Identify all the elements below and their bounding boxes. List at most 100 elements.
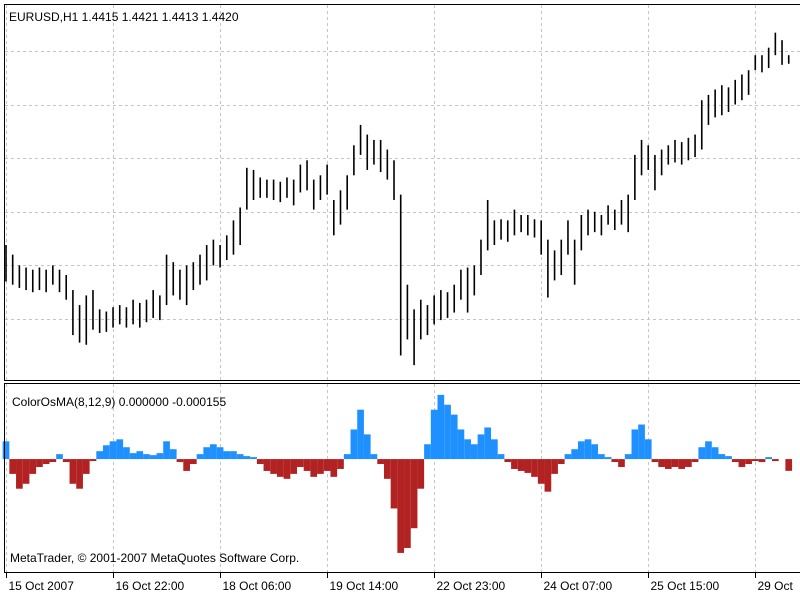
histogram-bar	[624, 454, 632, 460]
histogram-bar	[517, 459, 525, 471]
histogram-bar	[357, 409, 364, 460]
histogram-bar	[76, 459, 83, 489]
price-panel-frame	[4, 4, 800, 381]
histogram-bar	[123, 447, 130, 460]
histogram-bar	[464, 439, 471, 460]
histogram-bar	[256, 459, 264, 465]
histogram-bar	[109, 441, 117, 460]
histogram-bar	[551, 459, 558, 474]
histogram-bar	[103, 445, 110, 460]
histogram-bar	[236, 454, 244, 460]
histogram-bar	[705, 441, 712, 460]
histogram-bar	[343, 454, 351, 460]
histogram-bar	[651, 459, 659, 463]
histogram-bar	[2, 441, 10, 460]
histogram-bar	[223, 451, 231, 460]
x-tick-label: 24 Oct 07:00	[544, 579, 613, 593]
histogram-bar	[410, 459, 418, 529]
histogram-bar	[437, 394, 445, 460]
histogram-bar	[457, 429, 465, 460]
histogram-bar	[591, 444, 599, 460]
histogram-bar	[685, 459, 692, 467]
histogram-bar	[604, 457, 612, 460]
histogram-bar	[531, 459, 538, 477]
histogram-bar	[785, 459, 793, 471]
histogram-bar	[671, 459, 679, 467]
histogram-bar	[69, 459, 77, 484]
histogram-bar	[751, 459, 759, 462]
histogram-bar	[276, 459, 284, 477]
x-tick-label: 19 Oct 14:00	[330, 579, 399, 593]
x-tick-label: 15 Oct 2007	[9, 579, 75, 593]
histogram-bar	[96, 451, 104, 460]
histogram-bar	[644, 439, 652, 460]
histogram-bar	[317, 459, 324, 474]
histogram-bar	[524, 459, 532, 473]
histogram-bar	[631, 429, 639, 460]
histogram-bar	[243, 456, 251, 460]
histogram-bar	[16, 459, 23, 489]
histogram-bar	[497, 454, 505, 460]
histogram-bar	[176, 459, 184, 463]
histogram-bar	[678, 459, 686, 469]
histogram-bar	[230, 451, 237, 460]
histogram-bar	[290, 459, 298, 474]
histogram-bar	[62, 459, 70, 463]
histogram-bar	[210, 444, 217, 460]
histogram-bar	[424, 444, 431, 460]
histogram-bar	[323, 459, 331, 471]
histogram-bar	[129, 453, 137, 460]
histogram-bar	[136, 451, 144, 460]
histogram-bar	[772, 459, 779, 462]
histogram-bar	[638, 424, 645, 460]
histogram-bar	[738, 459, 746, 467]
histogram-bar	[658, 459, 665, 467]
histogram-bar	[557, 459, 565, 465]
x-tick-label: 22 Oct 23:00	[437, 579, 506, 593]
histogram-bar	[82, 459, 90, 474]
histogram-bar	[337, 459, 344, 469]
indicator-title: ColorOsMA(8,12,9) 0.000000 -0.000155	[12, 395, 226, 409]
histogram-bar	[263, 459, 271, 471]
histogram-bar	[691, 459, 699, 463]
histogram-bar	[537, 459, 545, 484]
histogram-bar	[350, 429, 358, 460]
histogram-bar	[143, 454, 150, 460]
histogram-bar	[397, 459, 405, 553]
histogram-bar	[731, 459, 739, 463]
histogram-bar	[758, 459, 766, 463]
histogram-bar	[430, 409, 438, 460]
histogram-bar	[169, 449, 177, 460]
plot-layer	[2, 5, 800, 578]
histogram-bar	[611, 459, 619, 463]
histogram-bar	[571, 449, 578, 460]
histogram-bar	[116, 439, 124, 460]
histogram-bar	[283, 459, 291, 479]
histogram-bar	[196, 454, 204, 460]
histogram-bar	[303, 459, 311, 471]
histogram-bar	[22, 459, 30, 484]
histogram-bar	[363, 434, 371, 460]
histogram-bar	[577, 441, 585, 460]
histogram-bar	[377, 459, 384, 465]
histogram-bar	[29, 459, 37, 474]
histogram-bar	[189, 459, 197, 465]
histogram-bar	[163, 441, 170, 460]
histogram-bar	[36, 459, 43, 467]
x-tick-label: 29 Oct	[758, 579, 794, 593]
x-tick-label: 25 Oct 15:00	[651, 579, 720, 593]
histogram-bar	[450, 414, 458, 460]
histogram-bar	[404, 459, 411, 548]
x-tick-label: 18 Oct 06:00	[223, 579, 292, 593]
histogram-bar	[504, 459, 512, 463]
histogram-bar	[203, 447, 211, 460]
histogram-bar	[49, 459, 57, 463]
histogram-bar	[470, 444, 478, 460]
histogram-bar	[765, 457, 773, 460]
histogram-bar	[444, 404, 451, 460]
histogram-bar	[383, 459, 391, 479]
histogram-bar	[270, 459, 277, 474]
histogram-bar	[156, 453, 164, 460]
histogram-bar	[56, 454, 63, 460]
x-tick-label: 16 Oct 22:00	[116, 579, 185, 593]
